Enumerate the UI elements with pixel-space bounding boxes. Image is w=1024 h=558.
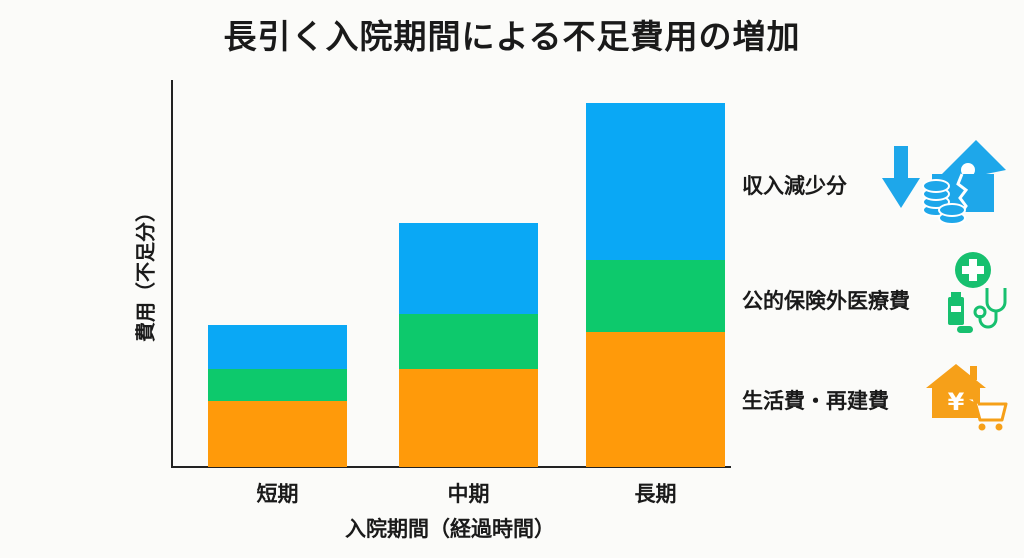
bar-segment [586,332,725,467]
bar-segment [586,259,725,333]
bar-2 [399,223,538,467]
legend-item-income-decrease: 収入減少分 [742,170,847,200]
medical-cost-icon [945,250,1015,339]
bar-segment [208,401,347,467]
legend-label: 生活費・再建費 [742,389,889,413]
x-axis-label: 入院期間（経過時間） [345,517,555,541]
bar-segment [399,368,538,467]
bar-segment [208,325,347,369]
legend-item-living-cost: 生活費・再建費 [742,385,889,415]
chart-title: 長引く入院期間による不足費用の増加 [223,17,801,56]
y-axis-line [171,80,173,468]
income-decrease-icon [880,138,1010,230]
legend-item-medical-cost: 公的保険外医療費 [742,285,910,315]
bar-segment [399,314,538,369]
bar-segment [399,223,538,315]
svg-text:¥: ¥ [948,388,965,416]
x-tick-mid: 中期 [447,482,490,506]
legend-label: 収入減少分 [742,174,847,198]
bar-segment [586,103,725,260]
bar-3 [586,103,725,467]
living-cost-icon: ¥ [924,360,1009,439]
legend-label: 公的保険外医療費 [742,289,910,313]
x-tick-long: 長期 [634,482,677,506]
x-tick-short: 短期 [256,482,299,506]
y-axis-label: 費用（不足分） [133,202,158,342]
bar-segment [208,368,347,402]
bar-1 [208,325,347,467]
x-axis-line [171,466,731,468]
